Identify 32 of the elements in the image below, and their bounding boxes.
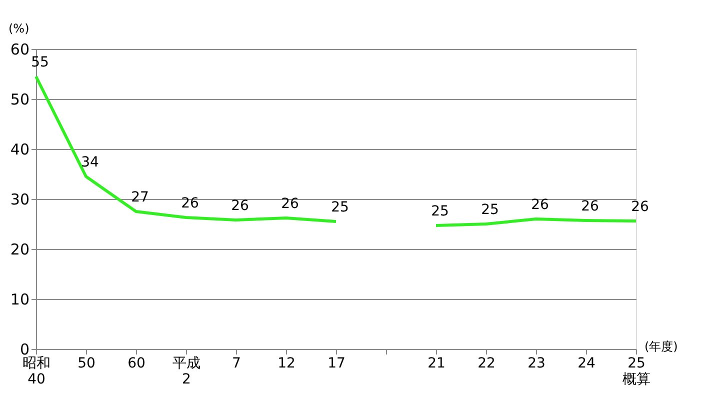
y-tick-label: 10 xyxy=(10,290,30,308)
x-tick-label: 24 xyxy=(578,356,596,372)
data-label: 26 xyxy=(181,196,199,212)
x-tick-label: 23 xyxy=(528,356,546,372)
y-tick-label: 30 xyxy=(10,190,30,208)
x-tick-label: 25 概算 xyxy=(622,356,650,388)
x-tick-label: 7 xyxy=(232,356,241,372)
data-label: 26 xyxy=(281,196,299,212)
x-tick-label: 17 xyxy=(328,356,346,372)
data-label: 25 xyxy=(481,202,499,218)
x-tick-label: 平成 2 xyxy=(172,356,200,388)
y-tick-label: 50 xyxy=(10,90,30,108)
data-label: 55 xyxy=(31,54,49,70)
x-tick-label: 50 xyxy=(78,356,96,372)
data-label: 25 xyxy=(331,200,349,216)
y-axis-title: (%) xyxy=(8,22,30,36)
data-label: 34 xyxy=(81,154,99,170)
data-label: 26 xyxy=(631,199,649,215)
data-label: 27 xyxy=(131,190,149,206)
y-tick-label: 60 xyxy=(10,40,30,58)
x-tick-label: 21 xyxy=(428,356,446,372)
x-tick-label: 60 xyxy=(128,356,146,372)
data-label: 25 xyxy=(431,204,449,220)
data-label: 26 xyxy=(231,198,249,214)
data-label: 26 xyxy=(531,197,549,213)
y-tick-label: 20 xyxy=(10,240,30,258)
y-tick-label: 40 xyxy=(10,140,30,158)
x-tick-label: 22 xyxy=(478,356,496,372)
x-tick-label: 昭和 40 xyxy=(22,356,50,388)
data-label: 26 xyxy=(581,198,599,214)
x-axis-title: (年度) xyxy=(644,340,678,354)
x-tick-label: 12 xyxy=(278,356,296,372)
